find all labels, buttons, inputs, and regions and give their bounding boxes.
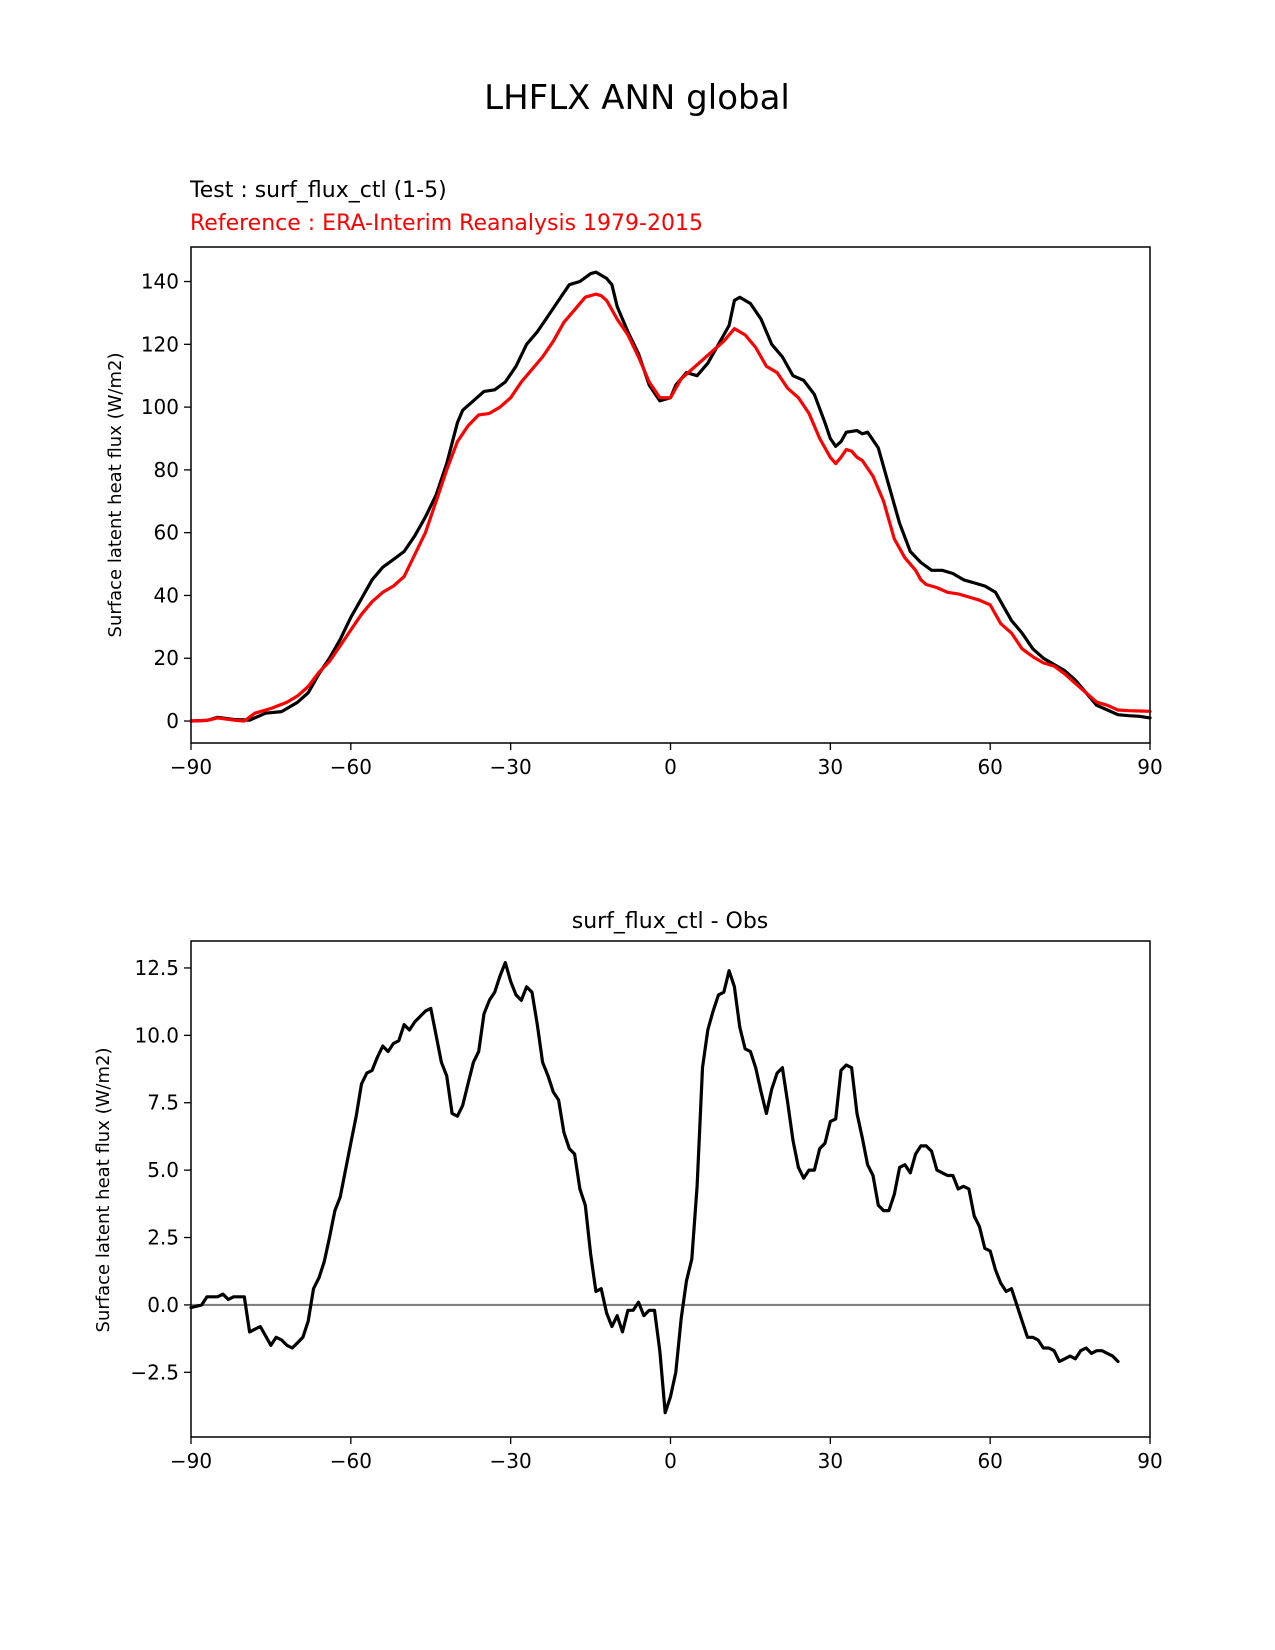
bottom-y-tick-label: 0.0: [147, 1293, 179, 1317]
bottom-axis-ticks: −90 −60 −30 0 30 60 90 −2.5 0.0 2.5 5.0 7.5 10.0 12.5: [130, 956, 1162, 1473]
bottom-series-group: [189, 960, 1150, 1415]
bottom-y-tick-label: 10.0: [134, 1023, 179, 1047]
bottom-y-tick-label: −2.5: [130, 1360, 179, 1384]
bottom-title: surf_flux_ctl - Obs: [572, 909, 769, 934]
bottom-y-tick-label: 7.5: [147, 1091, 179, 1115]
bottom-plot-frame: [190, 940, 1151, 1438]
top-y-tick-label: 100: [141, 395, 179, 419]
top-series-line-2: [189, 292, 1152, 723]
top-x-tick-label: −30: [490, 755, 532, 779]
bottom-y-tick-label: 12.5: [134, 956, 179, 980]
top-axis-ticks: −90 −60 −30 0 30 60 90 0 20 40 60 80 100 120 140: [141, 270, 1163, 779]
top-x-tick-label: 90: [1137, 755, 1162, 779]
bottom-x-tick-label: −60: [330, 1449, 372, 1473]
top-x-tick-label: −60: [330, 755, 372, 779]
bottom-y-tick-label: 2.5: [147, 1226, 179, 1250]
top-x-tick-label: 0: [664, 755, 677, 779]
bottom-y-tick-label: 5.0: [147, 1158, 179, 1182]
top-plot-frame: [190, 246, 1151, 744]
bottom-x-tick-label: 60: [977, 1449, 1002, 1473]
top-y-tick-label: 60: [154, 521, 179, 545]
bottom-x-tick-label: 0: [664, 1449, 677, 1473]
bottom-x-tick-label: −30: [490, 1449, 532, 1473]
bottom-y-axis-label: Surface latent heat flux (W/m2): [93, 1048, 114, 1333]
top-series-line-1: [189, 270, 1152, 723]
top-subtitle-test: Test : surf_flux_ctl (1-5): [189, 178, 447, 203]
top-x-tick-label: 30: [818, 755, 843, 779]
top-y-tick-label: 140: [141, 270, 179, 294]
top-subtitle-reference: Reference : ERA-Interim Reanalysis 1979-…: [190, 211, 703, 236]
top-y-tick-label: 20: [154, 646, 179, 670]
top-x-tick-label: 60: [977, 755, 1002, 779]
bottom-series-line-1: [189, 960, 1120, 1415]
bottom-x-tick-label: 30: [818, 1449, 843, 1473]
top-y-tick-label: 80: [154, 458, 179, 482]
top-y-tick-label: 120: [141, 332, 179, 356]
bottom-panel: surf_flux_ctl - Obs Surface latent heat …: [93, 909, 1163, 1473]
figure-title: LHFLX ANN global: [484, 78, 790, 118]
top-x-tick-label: −90: [170, 755, 212, 779]
bottom-x-tick-label: −90: [170, 1449, 212, 1473]
top-y-axis-label: Surface latent heat flux (W/m2): [105, 353, 126, 638]
top-y-tick-label: 0: [166, 709, 179, 733]
bottom-x-tick-label: 90: [1137, 1449, 1162, 1473]
top-panel: Test : surf_flux_ctl (1-5) Reference : E…: [105, 178, 1163, 779]
top-y-tick-label: 40: [154, 583, 179, 607]
top-series-group: [189, 270, 1152, 723]
